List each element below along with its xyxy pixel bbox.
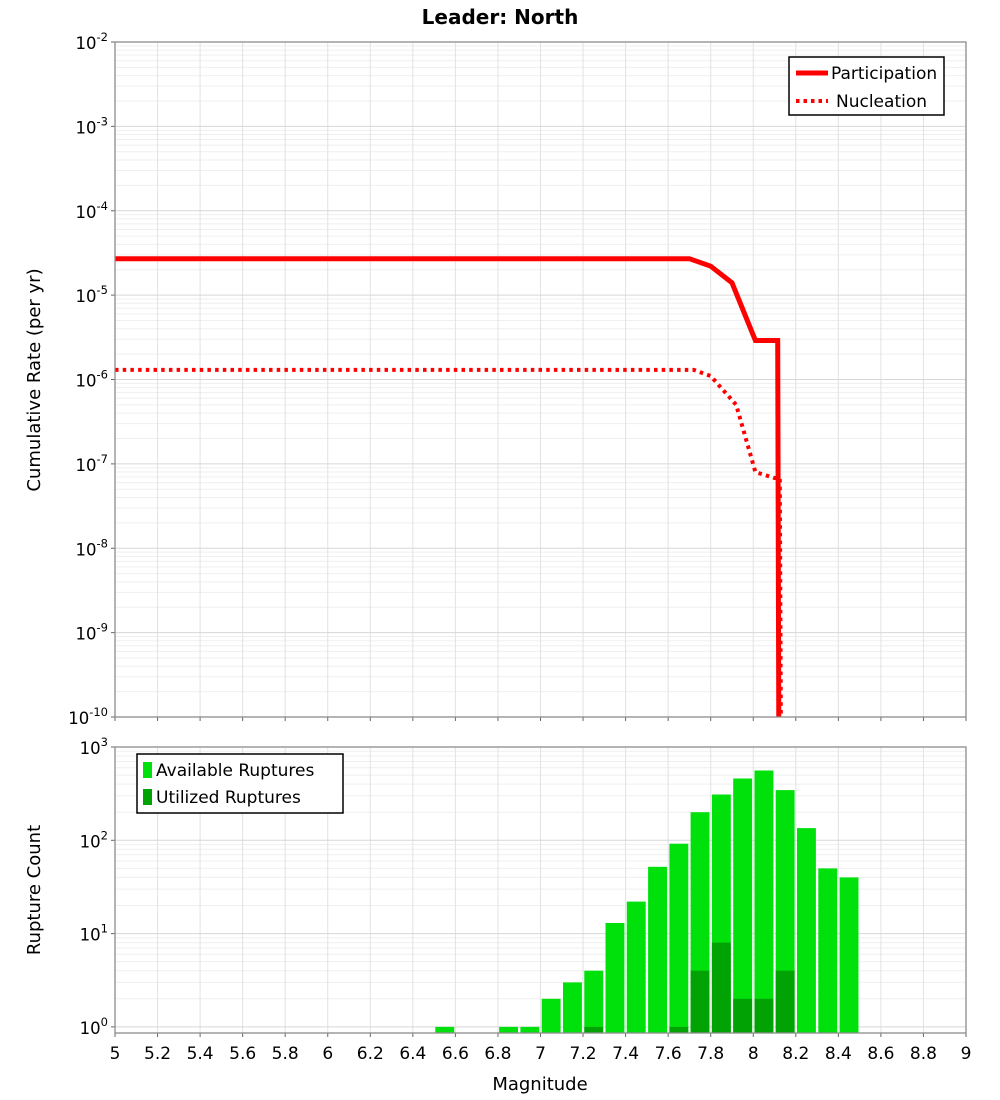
x-tick-label: 6.2: [357, 1044, 384, 1064]
bar-available-m7: [541, 998, 561, 1033]
x-tick-label: 6.4: [399, 1044, 426, 1064]
x-tick-label: 6.8: [484, 1044, 511, 1064]
legend-available-swatch-icon: [143, 762, 152, 778]
legend-rates: Participation Nucleation: [788, 56, 945, 116]
y-tick-label: 10-5: [76, 283, 108, 306]
plot-frame: [114, 746, 967, 1034]
bar-available-m7.4: [626, 901, 646, 1033]
bar-utilized-m7.8: [711, 942, 731, 1033]
x-tick-label: 9: [961, 1044, 972, 1064]
bar-available-m7.5: [648, 866, 667, 1033]
y-tick-label: 10-10: [68, 705, 108, 728]
y-tick-label: 10-4: [76, 199, 108, 222]
bar-utilized-m7.2: [584, 1026, 604, 1033]
cumulative-rate-plot: 10-2 10-3 10-4 10-5 10-6 10-7 10-8 10-9 10-10 Par…: [68, 30, 967, 728]
axis-ticks: [111, 746, 967, 1037]
rate-curves: [115, 256, 783, 717]
legend-utilized-swatch-icon: [143, 789, 152, 805]
legend-label-nucleation: Nucleation: [836, 92, 927, 112]
curve-nucleation: [115, 367, 783, 717]
x-tick-labels: 5 5.2 5.4 5.6 5.8 6 6.2 6.4 6.6 6.8 7 7.2 7.4 7.6 7.8 8…: [110, 1044, 972, 1064]
y-tick-label: 10-2: [76, 30, 108, 53]
bar-available-m8.2: [797, 828, 816, 1033]
x-tick-label: 7.6: [655, 1044, 682, 1064]
legend-label-available-ruptures: Available Ruptures: [156, 761, 314, 781]
y-tick-label: 10-6: [76, 368, 108, 391]
x-tick-label: 5.2: [144, 1044, 171, 1064]
x-tick-label: 7: [535, 1044, 546, 1064]
bar-available-m7.3: [605, 923, 625, 1033]
legend-label-participation: Participation: [831, 64, 937, 84]
bar-utilized-m7.6: [669, 1026, 689, 1033]
x-tick-label: 5.8: [272, 1044, 299, 1064]
x-tick-label: 8.8: [910, 1044, 937, 1064]
bar-available-m7.9: [733, 778, 753, 1033]
x-tick-label: 6.6: [442, 1044, 469, 1064]
axis-ticks: [111, 41, 967, 721]
bar-utilized-m7.9: [733, 998, 753, 1033]
x-tick-label: 8: [748, 1044, 759, 1064]
x-tick-label: 8.4: [825, 1044, 852, 1064]
x-tick-label: 5.6: [229, 1044, 256, 1064]
y-tick-labels: 100 101 102 103: [80, 735, 108, 1038]
legend-ruptures: Available Ruptures Utilized Ruptures: [136, 753, 344, 814]
x-tick-label: 7.2: [570, 1044, 597, 1064]
curve-participation: [115, 256, 782, 717]
y-tick-label: 10-8: [76, 536, 108, 559]
legend-label-utilized-ruptures: Utilized Ruptures: [156, 788, 301, 808]
y-axis-label-rupture-count: Rupture Count: [24, 825, 45, 955]
y-axis-label-cumulative-rate: Cumulative Rate (per yr): [24, 268, 45, 491]
bar-available-m6.5: [435, 1026, 455, 1033]
rupture-count-plot: 100 101 102 103 5 5.2 5.4 5.6 5.8 6 6.2 6.4 6.6 6.8 7 7…: [80, 735, 972, 1064]
bar-available-m8.3: [818, 868, 838, 1033]
rupture-bars: [435, 770, 859, 1033]
x-tick-label: 5: [110, 1044, 121, 1064]
y-tick-label: 100: [80, 1015, 108, 1038]
x-tick-label: 8.2: [782, 1044, 809, 1064]
x-axis-label-magnitude: Magnitude: [492, 1074, 587, 1095]
bar-available-m7.1: [563, 982, 582, 1033]
bar-utilized-m8: [754, 998, 774, 1033]
x-tick-label: 6: [322, 1044, 333, 1064]
bar-available-m8.4: [839, 877, 859, 1033]
y-tick-labels: 10-2 10-3 10-4 10-5 10-6 10-7 10-8 10-9 10-10: [68, 30, 108, 728]
y-tick-label: 10-3: [76, 114, 108, 137]
bar-utilized-m8.1: [775, 970, 795, 1033]
y-tick-label: 10-7: [76, 452, 108, 475]
gridlines: [115, 42, 966, 717]
plot-frame: [114, 41, 967, 718]
x-tick-label: 5.4: [187, 1044, 214, 1064]
y-tick-label: 10-9: [76, 621, 108, 644]
bar-available-m7.2: [584, 970, 604, 1033]
bar-available-m6.9: [520, 1026, 540, 1033]
x-tick-label: 7.4: [612, 1044, 639, 1064]
bar-available-m6.8: [499, 1026, 518, 1033]
y-tick-label: 101: [80, 922, 108, 945]
x-tick-label: 8.6: [867, 1044, 894, 1064]
y-tick-label: 103: [80, 735, 108, 758]
bar-available-m8: [754, 770, 774, 1033]
bar-utilized-m7.7: [690, 970, 710, 1033]
bar-available-m7.6: [669, 843, 689, 1033]
y-tick-label: 102: [80, 828, 108, 851]
chart-title: Leader: North: [422, 5, 579, 29]
x-tick-label: 7.8: [697, 1044, 724, 1064]
